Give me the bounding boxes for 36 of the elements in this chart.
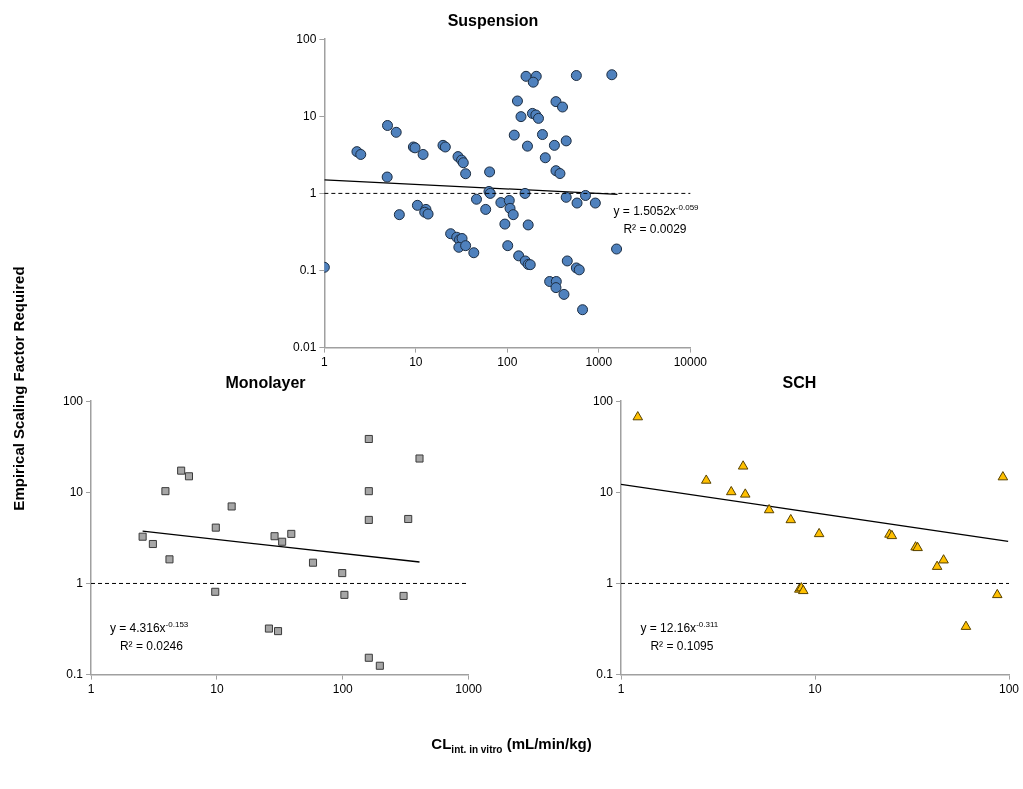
y-tick-label: 0.1 [596,666,614,681]
y-tick-label: 0.01 [293,339,317,354]
y-tick-label: 100 [592,393,614,408]
x-tick-label: 100 [497,355,518,370]
annotation: y = 12.16x$^{-0.311}$ [640,619,719,635]
chart-title: SCH [782,374,817,392]
y-tick-label: 100 [296,31,317,46]
y-tick-label: 100 [62,393,84,408]
y-tick-label: 1 [606,575,614,590]
x-tick-label: 1 [321,355,329,370]
annotation: R² = 0.1095 [650,638,714,653]
y-axis-title: Empirical Scaling Factor Required [9,265,27,513]
x-axis-title: CL$_{int. in vitro}$ (mL/min/kg) [430,735,593,755]
x-tick-label: 1 [87,682,95,697]
x-tick-label: 100 [998,682,1020,697]
x-tick-label: 1000 [585,355,613,370]
x-tick-label: 10000 [673,355,708,370]
annotation: R² = 0.0246 [119,638,183,653]
x-tick-label: 1000 [455,682,483,697]
x-tick-label: 10 [808,682,822,697]
y-tick-label: 1 [309,185,317,200]
y-tick-label: 0.1 [299,262,317,277]
y-tick-label: 0.1 [66,666,84,681]
y-tick-label: 1 [76,575,84,590]
x-tick-label: 10 [210,682,224,697]
x-tick-label: 1 [617,682,625,697]
x-tick-label: 10 [409,355,423,370]
y-tick-label: 10 [303,108,317,123]
x-tick-label: 100 [332,682,354,697]
annotation: y = 1.5052x$^{-0.059}$ [613,202,699,218]
chart-title: Suspension [447,12,539,30]
annotation: y = 4.316x$^{-0.153}$ [109,619,189,635]
y-tick-label: 10 [69,484,84,499]
chart-title: Monolayer [225,374,306,392]
annotation: R² = 0.0029 [623,221,687,236]
y-tick-label: 10 [599,484,614,499]
